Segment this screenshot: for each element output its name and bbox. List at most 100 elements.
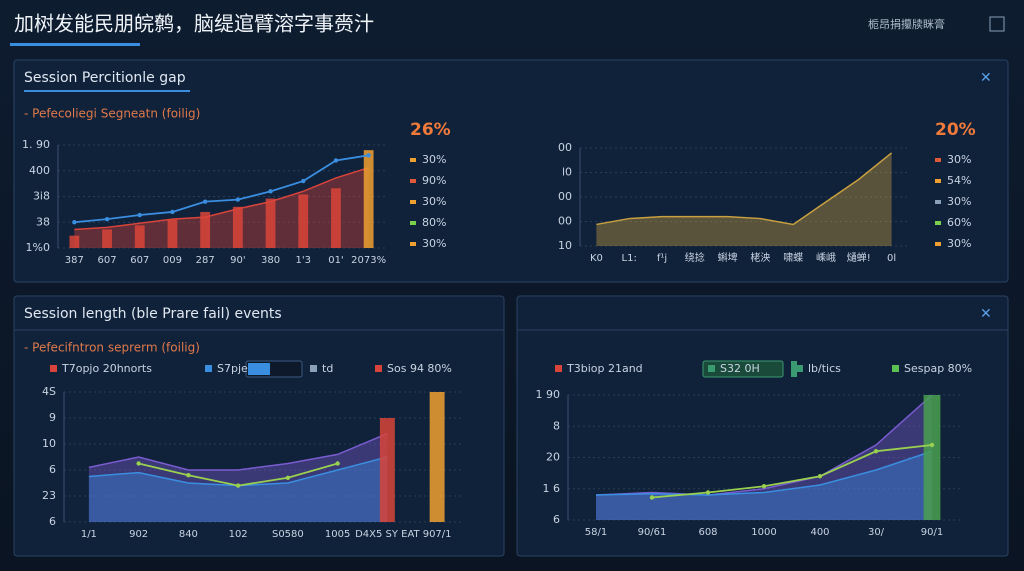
x-tick-label: 90/1 — [921, 527, 943, 538]
point — [202, 199, 208, 204]
x-tick-label: 607 — [98, 255, 117, 266]
close-button[interactable]: ✕ — [980, 70, 992, 86]
area-edge — [88, 432, 388, 471]
area-edge — [74, 166, 369, 231]
line — [74, 154, 369, 224]
area — [596, 152, 892, 246]
point — [649, 495, 655, 500]
y-tick-label: 38 — [36, 215, 50, 228]
point — [170, 209, 175, 215]
point — [104, 216, 110, 222]
area — [88, 457, 388, 522]
legend-marker — [935, 179, 941, 183]
x-tick-label: 01' — [328, 255, 343, 266]
x-tick-label: 400 — [810, 527, 829, 538]
legend-label: 90% — [422, 174, 446, 187]
x-tick-label: 1/1 — [81, 529, 97, 540]
x-tick-label: 30/ — [868, 527, 885, 538]
y-tick-label: 6 — [49, 463, 56, 476]
area-edge — [596, 152, 893, 226]
x-tick-label: K0 — [590, 253, 603, 264]
y-tick-label: 6 — [553, 513, 560, 526]
x-tick-label: 1000 — [751, 527, 776, 538]
kpi-value: 26% — [410, 120, 451, 140]
close-button[interactable]: ✕ — [980, 306, 992, 322]
legend-label: S7pje — [217, 362, 248, 375]
legend-marker — [410, 158, 416, 162]
window-icon[interactable] — [989, 16, 1005, 32]
legend-marker — [935, 242, 941, 246]
point — [186, 473, 191, 478]
legend-label: T3biop 21and — [566, 362, 643, 375]
title-underline — [10, 43, 140, 46]
input-box[interactable] — [702, 360, 784, 378]
legend-marker — [796, 365, 803, 372]
legend-label: T7opjo 20hnorts — [61, 362, 152, 375]
x-tick-label: 1005 — [325, 529, 350, 540]
point — [268, 189, 273, 194]
legend-marker — [50, 365, 57, 372]
legend-label: 30% — [947, 195, 971, 208]
bar — [429, 392, 445, 522]
x-tick-label: 607 — [130, 255, 149, 266]
legend-marker — [410, 200, 416, 204]
x-tick-label: 2073% — [351, 255, 386, 266]
panel — [13, 59, 1009, 283]
bar — [200, 211, 211, 248]
x-tick-label: 蝌埤 — [718, 251, 738, 264]
x-tick-label: 58/1 — [585, 527, 607, 538]
y-tick-label: 8 — [553, 419, 560, 432]
legend-label: 30% — [422, 237, 446, 250]
point — [235, 483, 241, 488]
area — [596, 451, 932, 520]
y-tick-label: 6 — [49, 515, 56, 528]
x-tick-label: 840 — [179, 529, 198, 540]
x-tick-label: D4X5 SY EAT — [355, 529, 420, 540]
legend-label: td — [322, 362, 333, 375]
point — [333, 158, 339, 163]
y-tick-label: 20 — [546, 451, 560, 464]
x-tick-label: 287 — [196, 255, 215, 266]
area — [596, 395, 932, 520]
x-tick-label: 90' — [230, 255, 245, 266]
legend-marker — [555, 365, 562, 372]
bar — [923, 395, 941, 520]
bar — [379, 418, 395, 522]
bar — [167, 219, 178, 248]
legend-marker — [410, 221, 416, 225]
y-tick-label: 10 — [42, 437, 56, 450]
input-fill — [791, 361, 797, 377]
x-tick-label: 栳泱 — [750, 251, 770, 264]
y-tick-label: 00 — [558, 141, 572, 154]
legend-label: 30% — [422, 195, 446, 208]
bar — [331, 188, 341, 248]
y-tick-label: 1 90 — [536, 388, 561, 401]
title-underline — [24, 90, 190, 92]
y-tick-label: 00 — [558, 190, 572, 203]
y-tick-label: 1%0 — [26, 241, 50, 254]
legend-label: 30% — [947, 153, 971, 166]
legend-label: 80% — [422, 216, 446, 229]
y-tick-label: 10 — [558, 239, 572, 252]
legend-label: lb/tics — [808, 362, 841, 375]
point — [761, 484, 767, 489]
x-tick-label: 907/1 — [423, 529, 452, 540]
legend-label: Sos 94 80% — [387, 362, 452, 375]
y-tick-label: 400 — [29, 164, 50, 177]
point — [817, 474, 823, 479]
legend-marker — [410, 242, 416, 246]
x-tick-label: 902 — [129, 529, 148, 540]
x-tick-label: 啸蝶 — [783, 251, 803, 264]
legend-label: Sespap 80% — [904, 362, 972, 375]
x-tick-label: 90/61 — [638, 527, 667, 538]
bar — [69, 235, 80, 248]
legend-marker — [205, 365, 212, 372]
legend-marker — [935, 200, 941, 204]
area — [74, 167, 369, 248]
y-tick-label: 1 6 — [543, 482, 561, 495]
area — [88, 433, 388, 522]
x-tick-label: 387 — [65, 255, 84, 266]
legend-label: 30% — [422, 153, 446, 166]
bar — [363, 150, 374, 248]
